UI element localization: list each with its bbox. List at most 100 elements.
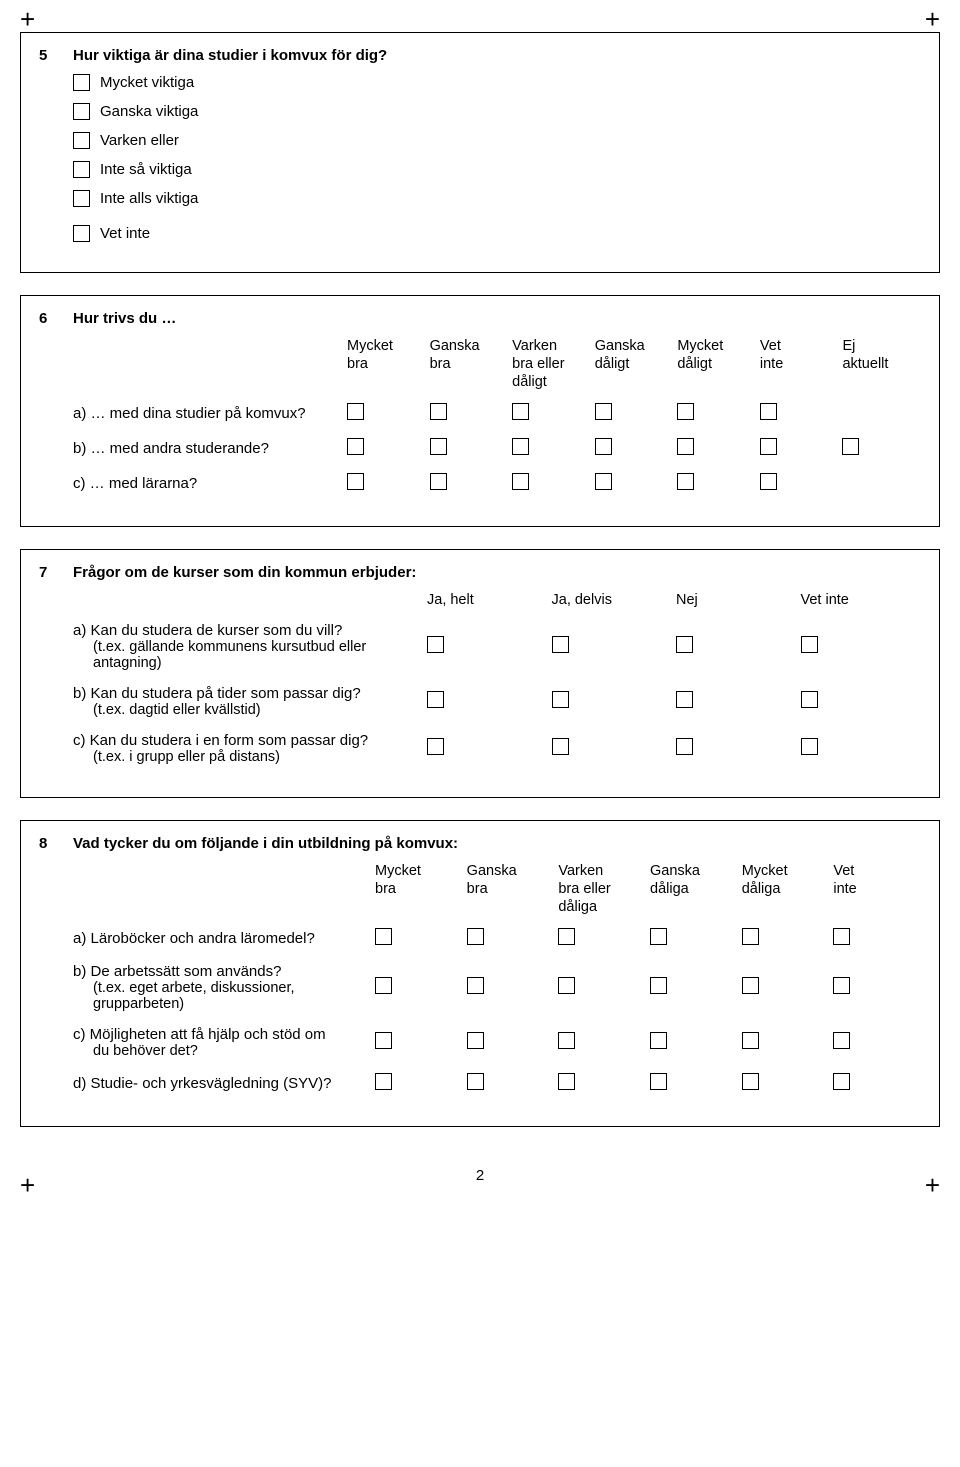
question-title: Hur viktiga är dina studier i komvux för…	[73, 47, 387, 64]
column-header: Mycketbra	[343, 337, 426, 391]
checkbox[interactable]	[552, 691, 569, 708]
option-item: Varken eller	[73, 132, 921, 149]
checkbox[interactable]	[595, 438, 612, 455]
row-label: c) Möjligheten att få hjälp och stöd omd…	[73, 1026, 371, 1059]
checkbox[interactable]	[650, 1032, 667, 1049]
option-item: Inte så viktiga	[73, 161, 921, 178]
question-5: 5 Hur viktiga är dina studier i komvux f…	[20, 32, 940, 273]
column-header: Nej	[672, 591, 797, 609]
checkbox[interactable]	[760, 473, 777, 490]
column-header: Vetinte	[829, 862, 921, 916]
checkbox[interactable]	[558, 928, 575, 945]
checkbox[interactable]	[742, 928, 759, 945]
question-8: 8 Vad tycker du om följande i din utbild…	[20, 820, 940, 1127]
checkbox[interactable]	[427, 691, 444, 708]
option-label: Ganska viktiga	[100, 103, 198, 120]
checkbox[interactable]	[677, 438, 694, 455]
checkbox[interactable]	[677, 473, 694, 490]
checkbox[interactable]	[467, 977, 484, 994]
checkbox[interactable]	[650, 1073, 667, 1090]
grid-row: c) Kan du studera i en form som passar d…	[73, 732, 921, 765]
column-header: Vetinte	[756, 337, 839, 391]
row-label: c) Kan du studera i en form som passar d…	[73, 732, 423, 765]
option-item: Inte alls viktiga	[73, 190, 921, 207]
checkbox[interactable]	[650, 928, 667, 945]
checkbox[interactable]	[347, 473, 364, 490]
checkbox[interactable]	[558, 1032, 575, 1049]
crop-mark: +	[925, 6, 940, 32]
checkbox[interactable]	[833, 1032, 850, 1049]
checkbox[interactable]	[676, 636, 693, 653]
checkbox[interactable]	[512, 438, 529, 455]
option-label: Vet inte	[100, 225, 150, 242]
checkbox[interactable]	[467, 1032, 484, 1049]
checkbox[interactable]	[833, 1073, 850, 1090]
checkbox[interactable]	[552, 636, 569, 653]
checkbox[interactable]	[677, 403, 694, 420]
checkbox[interactable]	[73, 74, 90, 91]
question-title: Frågor om de kurser som din kommun erbju…	[73, 564, 416, 581]
checkbox[interactable]	[375, 928, 392, 945]
grid-row: b) Kan du studera på tider som passar di…	[73, 685, 921, 718]
checkbox[interactable]	[73, 190, 90, 207]
question-number: 6	[39, 310, 73, 327]
row-label: a) … med dina studier på komvux?	[73, 405, 343, 422]
checkbox[interactable]	[742, 1032, 759, 1049]
checkbox[interactable]	[427, 738, 444, 755]
checkbox[interactable]	[742, 977, 759, 994]
checkbox[interactable]	[375, 977, 392, 994]
checkbox[interactable]	[430, 403, 447, 420]
checkbox[interactable]	[760, 438, 777, 455]
option-item: Ganska viktiga	[73, 103, 921, 120]
checkbox[interactable]	[552, 738, 569, 755]
checkbox[interactable]	[375, 1032, 392, 1049]
question-title: Hur trivs du …	[73, 310, 176, 327]
grid-row: a) Läroböcker och andra läromedel?	[73, 928, 921, 949]
checkbox[interactable]	[467, 1073, 484, 1090]
option-label: Varken eller	[100, 132, 179, 149]
checkbox[interactable]	[558, 1073, 575, 1090]
grid-row: a) … med dina studier på komvux?	[73, 403, 921, 424]
row-label: b) Kan du studera på tider som passar di…	[73, 685, 423, 718]
column-header: Ejaktuellt	[838, 337, 921, 391]
checkbox[interactable]	[73, 132, 90, 149]
checkbox[interactable]	[430, 438, 447, 455]
column-header: Ja, helt	[423, 591, 548, 609]
checkbox[interactable]	[676, 691, 693, 708]
column-header: Vet inte	[797, 591, 922, 609]
grid-row: b) … med andra studerande?	[73, 438, 921, 459]
checkbox[interactable]	[833, 977, 850, 994]
checkbox[interactable]	[467, 928, 484, 945]
checkbox[interactable]	[595, 403, 612, 420]
checkbox[interactable]	[375, 1073, 392, 1090]
option-label: Inte alls viktiga	[100, 190, 198, 207]
checkbox[interactable]	[347, 403, 364, 420]
checkbox[interactable]	[73, 225, 90, 242]
checkbox[interactable]	[73, 161, 90, 178]
checkbox[interactable]	[650, 977, 667, 994]
checkbox[interactable]	[842, 438, 859, 455]
checkbox[interactable]	[73, 103, 90, 120]
checkbox[interactable]	[833, 928, 850, 945]
column-header: Mycketdåligt	[673, 337, 756, 391]
checkbox[interactable]	[801, 738, 818, 755]
checkbox[interactable]	[742, 1073, 759, 1090]
checkbox[interactable]	[801, 636, 818, 653]
checkbox[interactable]	[347, 438, 364, 455]
checkbox[interactable]	[760, 403, 777, 420]
row-label: a) Kan du studera de kurser som du vill?…	[73, 622, 423, 671]
crop-mark: +	[925, 1172, 940, 1198]
checkbox[interactable]	[595, 473, 612, 490]
checkbox[interactable]	[512, 473, 529, 490]
question-6: 6 Hur trivs du … MycketbraGanskabraVarke…	[20, 295, 940, 527]
checkbox[interactable]	[512, 403, 529, 420]
checkbox[interactable]	[427, 636, 444, 653]
checkbox[interactable]	[676, 738, 693, 755]
checkbox[interactable]	[801, 691, 818, 708]
checkbox[interactable]	[430, 473, 447, 490]
question-title: Vad tycker du om följande i din utbildni…	[73, 835, 458, 852]
checkbox[interactable]	[558, 977, 575, 994]
grid-row: b) De arbetssätt som används?(t.ex. eget…	[73, 963, 921, 1012]
option-label: Mycket viktiga	[100, 74, 194, 91]
column-header: Ja, delvis	[548, 591, 673, 609]
